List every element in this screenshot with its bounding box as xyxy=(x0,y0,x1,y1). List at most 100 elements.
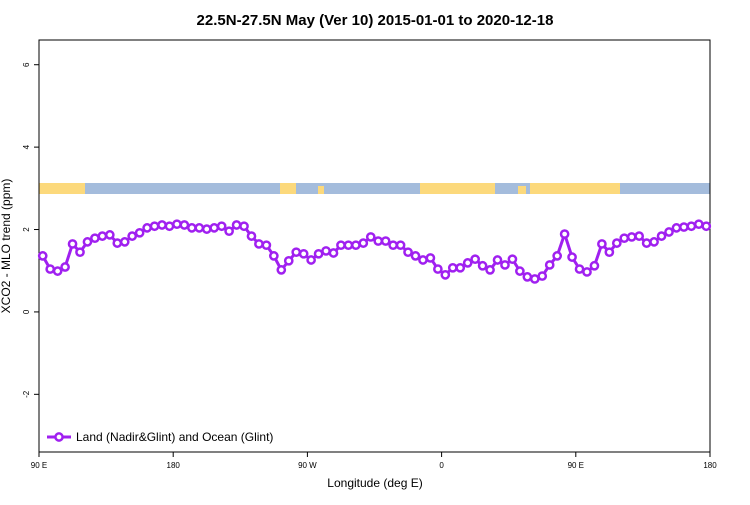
data-point xyxy=(537,271,548,281)
data-point xyxy=(313,248,324,259)
data-point xyxy=(52,266,63,276)
data-point xyxy=(470,254,480,265)
data-point xyxy=(283,255,294,266)
legend-label: Land (Nadir&Glint) and Ocean (Glint) xyxy=(76,430,273,444)
data-point xyxy=(380,236,391,246)
data-point xyxy=(104,230,115,240)
y-tick-label: -2 xyxy=(22,390,31,398)
data-point xyxy=(664,227,674,237)
x-tick-label: 90 W xyxy=(298,461,317,470)
data-point xyxy=(641,238,652,248)
data-point xyxy=(559,229,570,239)
data-point xyxy=(119,237,130,247)
land-band xyxy=(530,183,620,194)
data-point xyxy=(611,238,622,248)
x-axis-label: Longitude (deg E) xyxy=(327,476,422,490)
data-point xyxy=(492,255,503,265)
data-point xyxy=(343,240,354,251)
x-tick-label: 180 xyxy=(167,461,181,470)
data-point xyxy=(291,247,302,258)
data-point xyxy=(157,220,167,230)
chart-title: 22.5N-27.5N May (Ver 10) 2015-01-01 to 2… xyxy=(197,12,554,29)
data-point xyxy=(447,262,458,273)
data-point xyxy=(373,236,384,246)
y-tick-label: 2 xyxy=(22,227,31,232)
data-point xyxy=(462,258,473,268)
data-point xyxy=(90,233,100,244)
data-point xyxy=(351,240,361,251)
data-point xyxy=(336,240,346,251)
y-tick-label: 6 xyxy=(22,62,31,67)
data-point xyxy=(75,247,85,258)
data-point xyxy=(261,240,272,251)
data-point xyxy=(649,237,659,247)
data-point xyxy=(529,274,540,284)
data-point xyxy=(440,269,451,280)
data-point xyxy=(246,231,257,241)
data-point xyxy=(306,255,316,265)
data-point xyxy=(328,248,339,258)
data-point xyxy=(515,266,525,276)
data-point xyxy=(60,262,70,272)
x-tick-label: 0 xyxy=(439,461,444,470)
x-tick-label: 90 E xyxy=(31,461,47,470)
data-point xyxy=(522,272,533,282)
data-point xyxy=(45,264,56,274)
data-point xyxy=(597,239,607,249)
land-band xyxy=(420,183,495,194)
data-point xyxy=(194,223,205,233)
data-point xyxy=(656,231,667,241)
data-point xyxy=(388,240,398,251)
data-point xyxy=(216,221,227,232)
data-point xyxy=(82,237,93,247)
data-point xyxy=(209,223,220,233)
data-point xyxy=(604,247,615,258)
data-point xyxy=(477,260,488,271)
y-axis-label: XCO2 - MLO trend (ppm) xyxy=(0,179,13,314)
data-point xyxy=(172,219,182,230)
data-point xyxy=(224,226,234,237)
data-point xyxy=(425,253,436,263)
data-point xyxy=(567,252,577,262)
data-point xyxy=(403,247,413,258)
data-point xyxy=(552,251,563,261)
data-point xyxy=(418,255,428,265)
data-point xyxy=(239,221,249,232)
data-point xyxy=(433,264,443,274)
data-point xyxy=(582,267,592,277)
data-point xyxy=(634,231,645,241)
land-ocean-strip xyxy=(39,183,710,194)
data-point xyxy=(321,246,331,256)
data-point xyxy=(149,221,160,232)
data-point xyxy=(112,238,123,248)
data-point xyxy=(693,219,704,230)
data-point xyxy=(231,220,242,230)
data-point xyxy=(269,251,279,261)
data-point xyxy=(626,232,637,242)
data-point xyxy=(186,223,197,233)
data-point xyxy=(127,231,138,241)
data-point xyxy=(164,221,175,232)
data-point xyxy=(507,254,518,265)
x-tick-label: 180 xyxy=(703,461,717,470)
data-point xyxy=(574,264,585,274)
data-point xyxy=(179,220,190,230)
data-point xyxy=(365,232,376,242)
data-point xyxy=(589,260,600,271)
data-point xyxy=(410,251,421,261)
data-point xyxy=(358,238,369,248)
data-point xyxy=(134,227,145,238)
data-point xyxy=(619,233,630,244)
y-tick-label: 4 xyxy=(22,144,31,149)
data-point xyxy=(67,239,78,249)
data-point xyxy=(395,240,406,251)
data-point xyxy=(455,262,466,273)
data-point xyxy=(201,224,212,234)
legend-marker xyxy=(54,432,64,442)
data-point xyxy=(544,260,555,270)
land-band xyxy=(39,183,85,194)
y-tick-label: 0 xyxy=(22,309,31,314)
x-tick-label: 90 E xyxy=(568,461,584,470)
data-point xyxy=(686,221,697,232)
